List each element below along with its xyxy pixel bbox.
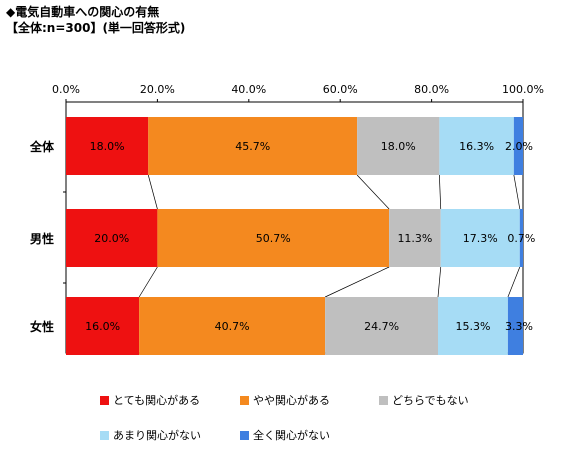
series-line [324,266,390,298]
data-label: 11.3% [397,232,432,245]
bar-segment [439,117,514,175]
data-label: 17.3% [463,232,498,245]
bar-segment [157,209,390,267]
data-label: 2.0% [505,140,533,153]
category-label: 男性 [30,231,54,246]
series-line [147,174,158,210]
x-tick-label: 100.0% [502,83,544,96]
data-label: 3.3% [505,320,533,333]
data-label: 18.0% [90,140,125,153]
bar-segment [440,209,520,267]
data-label: 24.7% [364,320,399,333]
series-line [507,266,521,298]
category-label: 全体 [29,139,55,154]
chart-subtitle: 【全体:n=300】(単一回答形式) [6,21,186,35]
x-tick-label: 40.0% [231,83,266,96]
series-line [138,266,158,298]
bar-segment [325,297,438,355]
data-label: 18.0% [381,140,416,153]
x-tick-label: 80.0% [414,83,449,96]
x-tick-label: 0.0% [52,83,80,96]
bar-segment [389,209,441,267]
data-label: 15.3% [455,320,490,333]
bar-segment [66,297,140,355]
series-line [356,174,390,210]
data-label: 20.0% [94,232,129,245]
chart-title: ◆電気自動車への関心の有無 [6,5,160,19]
data-label: 0.7% [507,232,535,245]
bar-segment [437,297,508,355]
data-label: 40.7% [215,320,250,333]
bar-segment [513,117,523,175]
bar-segment [507,297,523,355]
x-tick-label: 60.0% [323,83,358,96]
series-line [439,174,442,210]
bar-segment [148,117,358,175]
bar-segment [519,209,523,267]
data-label: 16.0% [85,320,120,333]
x-tick-label: 20.0% [140,83,175,96]
series-line [437,266,442,298]
bar-segment [357,117,440,175]
bar-segment [66,117,149,175]
data-label: 16.3% [459,140,494,153]
bar-segment [139,297,326,355]
bar-segment [66,209,158,267]
title-block: ◆電気自動車への関心の有無 【全体:n=300】(単一回答形式) [6,4,185,36]
series-line [513,174,521,210]
data-label: 45.7% [235,140,270,153]
data-label: 50.7% [256,232,291,245]
category-label: 女性 [30,319,54,334]
